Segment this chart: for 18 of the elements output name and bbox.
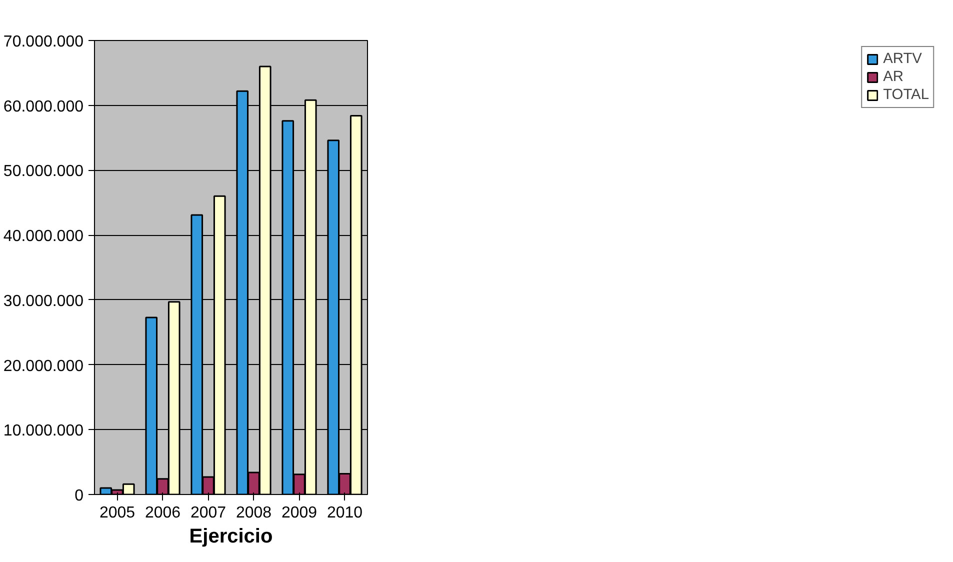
x-tick-label: 2007 [190, 504, 226, 522]
y-tick-label: 70.000.000 [3, 34, 84, 50]
y-tick-label: 0 [74, 488, 84, 504]
y-tick-label: 10.000.000 [3, 422, 84, 440]
legend-label: TOTAL [883, 87, 929, 103]
x-tick-label: 2008 [236, 504, 272, 522]
x-tick-label: 2009 [281, 504, 318, 522]
legend-label: AR [883, 69, 904, 85]
x-tick-label: 2010 [326, 504, 363, 522]
y-tick-label: 40.000.000 [3, 228, 84, 246]
x-axis-title: Ejercicio [189, 526, 273, 548]
y-tick-label: 60.000.000 [3, 98, 84, 116]
y-tick-label: 20.000.000 [3, 358, 84, 375]
legend-label: ARTV [883, 51, 922, 67]
x-tick-label: 2005 [99, 504, 136, 522]
y-tick-label: 30.000.000 [3, 292, 84, 310]
x-tick-label: 2006 [144, 504, 181, 522]
y-tick-label: 50.000.000 [3, 163, 84, 180]
